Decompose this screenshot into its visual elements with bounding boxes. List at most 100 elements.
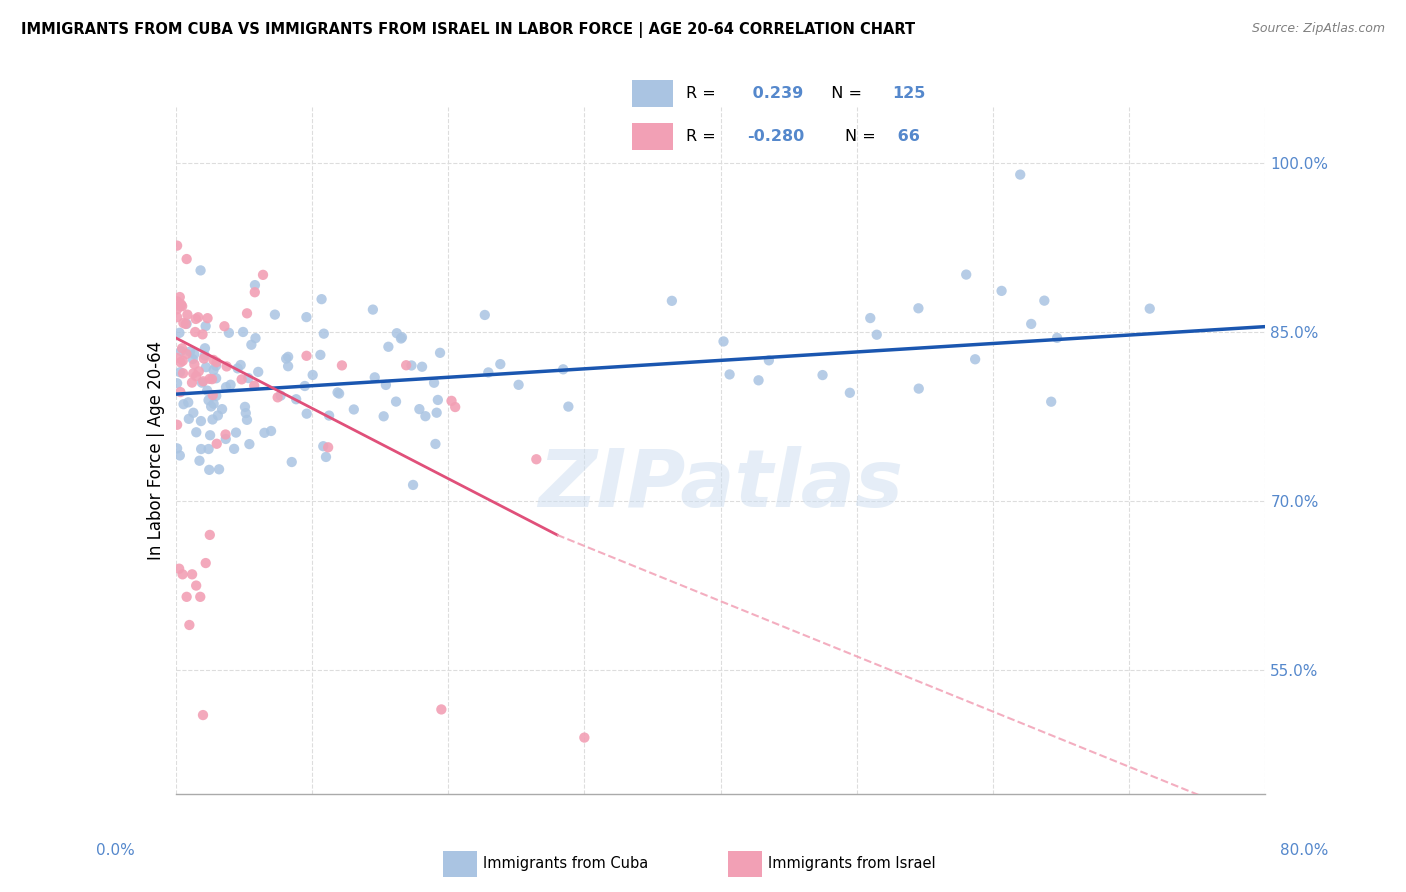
Point bbox=[181, 367, 204, 381]
Point bbox=[444, 400, 467, 414]
Point bbox=[224, 442, 246, 456]
Point bbox=[195, 384, 218, 398]
Point bbox=[197, 442, 219, 456]
Point bbox=[266, 390, 288, 404]
Point bbox=[194, 348, 217, 362]
Point bbox=[385, 394, 408, 409]
Point bbox=[990, 284, 1012, 298]
Point bbox=[166, 351, 188, 365]
Point bbox=[907, 382, 929, 396]
Point bbox=[373, 409, 395, 424]
Point bbox=[243, 278, 266, 293]
Point bbox=[661, 293, 683, 308]
Point bbox=[238, 437, 260, 451]
Point bbox=[184, 312, 207, 326]
Point bbox=[187, 310, 209, 325]
Point bbox=[191, 374, 214, 388]
Point bbox=[205, 437, 228, 451]
Point bbox=[198, 428, 221, 442]
Point bbox=[430, 702, 453, 716]
Point bbox=[270, 389, 292, 403]
Point bbox=[176, 252, 198, 266]
Point bbox=[211, 402, 233, 417]
Text: N =: N = bbox=[845, 129, 880, 144]
Point bbox=[166, 310, 188, 325]
Point bbox=[191, 327, 214, 342]
Point bbox=[309, 348, 332, 362]
Point bbox=[169, 355, 191, 369]
Point bbox=[201, 388, 224, 402]
Point bbox=[184, 325, 207, 339]
Point bbox=[200, 400, 222, 414]
Point bbox=[907, 301, 929, 316]
Point bbox=[183, 347, 205, 361]
Point bbox=[426, 392, 449, 407]
Point bbox=[169, 449, 191, 463]
Point bbox=[187, 364, 209, 378]
Point bbox=[169, 385, 191, 400]
Point bbox=[197, 393, 219, 408]
Point bbox=[174, 317, 197, 331]
Point bbox=[181, 352, 204, 367]
Point bbox=[247, 365, 270, 379]
Point bbox=[194, 556, 217, 570]
Point bbox=[166, 442, 188, 456]
Point bbox=[426, 406, 449, 420]
Point bbox=[215, 359, 238, 374]
Text: Immigrants from Israel: Immigrants from Israel bbox=[768, 855, 935, 871]
Point bbox=[170, 342, 193, 356]
Point bbox=[253, 425, 276, 440]
Point bbox=[312, 326, 335, 341]
Point bbox=[194, 341, 217, 355]
Point bbox=[181, 567, 204, 582]
Point bbox=[280, 455, 302, 469]
Point bbox=[866, 327, 889, 342]
Point bbox=[186, 578, 208, 592]
Point bbox=[489, 357, 512, 371]
Point bbox=[183, 406, 205, 420]
Point bbox=[202, 397, 225, 411]
Point bbox=[188, 590, 211, 604]
Point bbox=[214, 427, 236, 442]
Point bbox=[172, 567, 194, 582]
Point bbox=[474, 308, 496, 322]
Point bbox=[232, 325, 254, 339]
Point bbox=[955, 268, 977, 282]
Text: 66: 66 bbox=[891, 129, 920, 144]
Point bbox=[176, 590, 198, 604]
Point bbox=[226, 361, 249, 376]
Point bbox=[301, 368, 323, 382]
Point bbox=[238, 371, 260, 385]
Point bbox=[173, 397, 195, 411]
Point bbox=[194, 319, 217, 334]
Point bbox=[415, 409, 437, 424]
Point bbox=[202, 353, 225, 368]
Bar bbox=[633, 123, 672, 150]
Point bbox=[201, 372, 224, 386]
Point bbox=[429, 346, 451, 360]
Point bbox=[401, 359, 423, 373]
Point bbox=[553, 362, 575, 376]
Point bbox=[166, 238, 188, 252]
Point bbox=[191, 376, 214, 390]
Point bbox=[218, 326, 240, 340]
Bar bbox=[633, 80, 672, 107]
Point bbox=[215, 380, 238, 394]
Point bbox=[166, 376, 188, 391]
Point bbox=[188, 454, 211, 468]
Point bbox=[391, 330, 413, 344]
Point bbox=[713, 334, 735, 349]
Point bbox=[343, 402, 366, 417]
Text: 0.239: 0.239 bbox=[747, 87, 803, 101]
Point bbox=[215, 432, 238, 446]
Text: -0.280: -0.280 bbox=[747, 129, 804, 144]
Bar bbox=[728, 851, 762, 877]
Point bbox=[311, 292, 333, 306]
Point bbox=[166, 417, 188, 432]
Point bbox=[423, 376, 446, 390]
Point bbox=[377, 340, 399, 354]
Point bbox=[425, 437, 447, 451]
Text: R =: R = bbox=[686, 87, 721, 101]
Point bbox=[277, 359, 299, 374]
Text: N =: N = bbox=[821, 87, 868, 101]
